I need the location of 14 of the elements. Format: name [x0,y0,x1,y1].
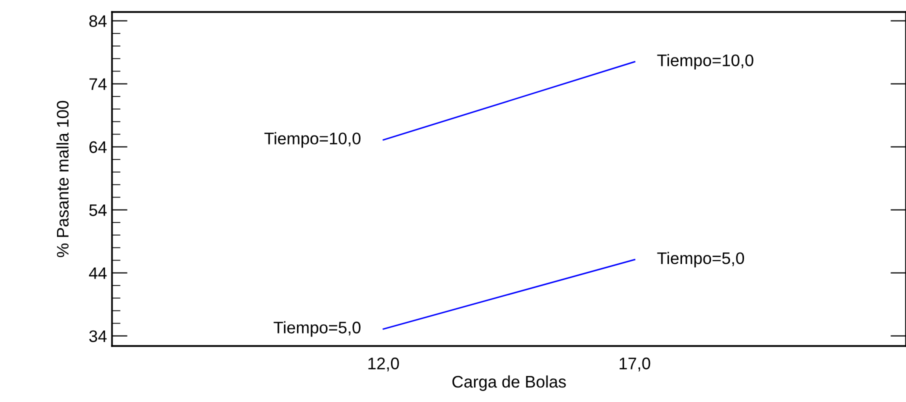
text: Tiempo=5,0 [274,321,360,337]
y-tick-label: 84 [89,15,107,28]
y-tick-label: 44 [88,267,107,279]
series-label: Tiempo=5,0 [657,252,744,268]
y-tick-label: 74 [89,78,107,90]
y-tick-label: 54 [89,204,107,216]
series-label: Tiempo=10,0 [657,54,754,70]
x-axis-title: Carga de Bolas [452,375,566,391]
x-tick-label: 12,0 [368,358,399,372]
y-tick-label: 34 [89,330,107,342]
x-tick-label: 17,0 [620,358,650,372]
y-axis-title: % Pasante malla 100 [56,100,69,258]
y-tick-label: 64 [89,141,107,154]
text: Tiempo=10,0 [264,132,360,148]
